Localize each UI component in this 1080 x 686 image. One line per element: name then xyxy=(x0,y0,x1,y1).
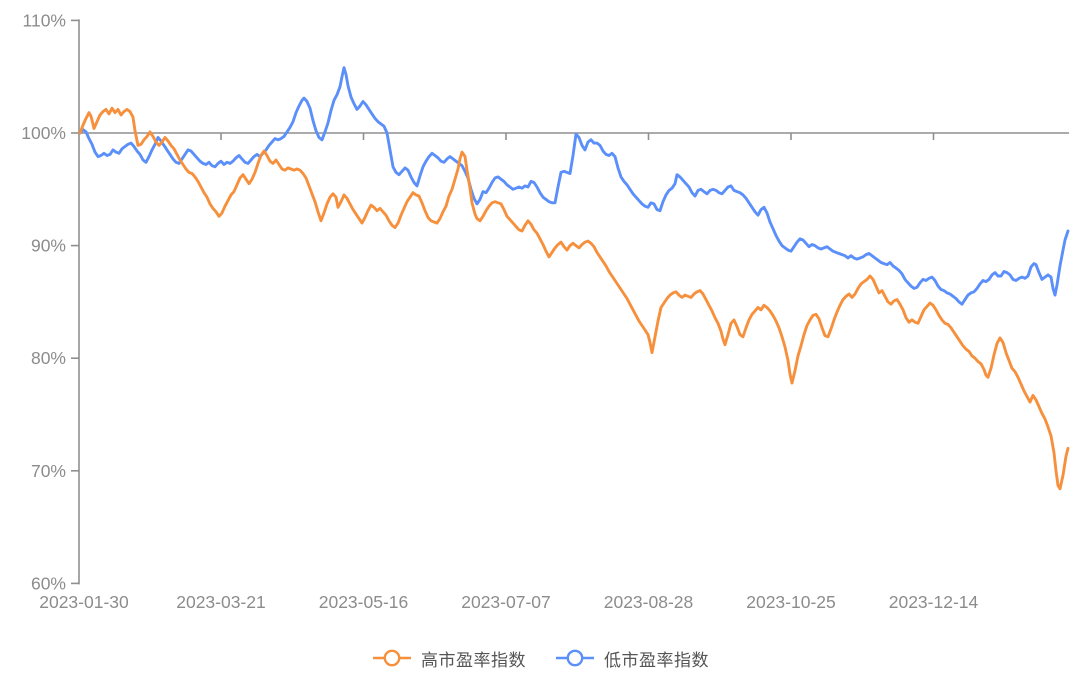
legend-label-low-pe: 低市盈率指数 xyxy=(604,650,709,670)
x-axis-tick-label: 2023-10-25 xyxy=(746,592,836,612)
x-axis-tick-label: 2023-05-16 xyxy=(319,592,409,612)
line-with-circle-marker-icon xyxy=(373,649,411,667)
y-axis-tick-label: 90% xyxy=(31,236,66,256)
legend-item-low-pe-index[interactable]: 低市盈率指数 xyxy=(554,646,709,671)
x-axis-tick-label: 2023-01-30 xyxy=(39,592,129,612)
y-axis-tick-label: 80% xyxy=(31,348,66,368)
series-line-low-pe[interactable] xyxy=(78,66,1070,306)
x-axis-tick-label: 2023-12-14 xyxy=(889,592,979,612)
series-line-high-pe[interactable] xyxy=(78,106,1070,491)
y-axis-tick-label: 70% xyxy=(31,461,66,481)
x-axis-tick-label: 2023-07-07 xyxy=(461,592,551,612)
x-axis-tick-label: 2023-08-28 xyxy=(604,592,694,612)
y-axis-tick-label: 100% xyxy=(21,123,66,143)
line-with-circle-marker-icon xyxy=(556,649,594,667)
y-axis-tick-label: 110% xyxy=(23,10,66,30)
x-axis-tick-label: 2023-03-21 xyxy=(176,592,266,612)
y-axis-tick-label: 60% xyxy=(31,573,66,593)
legend-label-high-pe: 高市盈率指数 xyxy=(421,650,526,670)
legend-item-high-pe-index[interactable]: 高市盈率指数 xyxy=(371,646,526,671)
chart-legend: 高市盈率指数 低市盈率指数 xyxy=(0,641,1080,675)
